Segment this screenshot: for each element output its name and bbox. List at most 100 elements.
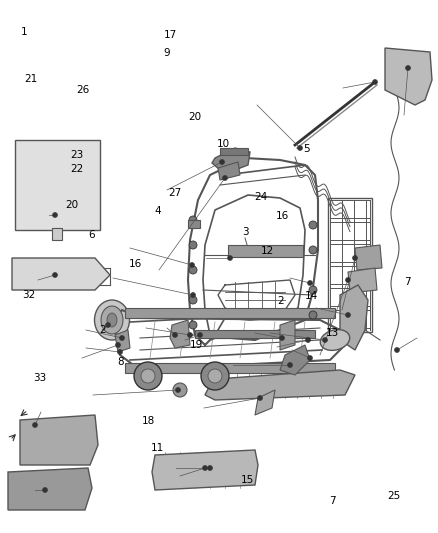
Circle shape [189,216,197,224]
Circle shape [305,337,311,343]
Polygon shape [212,148,250,170]
Circle shape [395,348,399,352]
Circle shape [190,262,194,268]
Circle shape [346,312,350,318]
Text: 24: 24 [254,192,267,202]
Text: 33: 33 [33,374,46,383]
Circle shape [208,465,212,471]
Circle shape [227,255,233,261]
Circle shape [202,465,208,471]
Circle shape [120,335,124,341]
Text: 5: 5 [303,144,310,154]
Polygon shape [280,345,310,375]
Polygon shape [340,285,368,350]
Ellipse shape [101,306,123,334]
Circle shape [173,333,177,337]
Circle shape [141,369,155,383]
Text: 8: 8 [117,358,124,367]
Circle shape [287,362,293,367]
Circle shape [346,278,350,282]
Circle shape [189,321,197,329]
Text: 14: 14 [304,291,318,301]
Bar [228,245,303,257]
Text: 26: 26 [77,85,90,94]
Text: 3: 3 [242,227,249,237]
Circle shape [134,362,162,390]
Text: 4: 4 [154,206,161,215]
Circle shape [191,293,195,297]
Text: 12: 12 [261,246,274,255]
Polygon shape [188,220,200,228]
Ellipse shape [320,329,350,350]
Circle shape [189,241,197,249]
Bar [195,330,315,338]
Circle shape [309,246,317,254]
Polygon shape [280,320,295,350]
Text: 25: 25 [388,491,401,500]
Circle shape [116,343,120,348]
Text: 2: 2 [277,296,284,306]
Polygon shape [348,268,377,293]
Text: 23: 23 [70,150,83,159]
Polygon shape [205,370,355,400]
Circle shape [307,356,312,360]
Circle shape [187,333,192,337]
Circle shape [201,362,229,390]
Circle shape [173,383,187,397]
Text: 32: 32 [22,290,35,300]
Polygon shape [115,330,130,352]
Circle shape [223,175,227,181]
Polygon shape [152,450,258,490]
Text: 17: 17 [164,30,177,39]
Text: 18: 18 [142,416,155,426]
Circle shape [309,311,317,319]
Text: 1: 1 [21,27,28,37]
Circle shape [309,286,317,294]
Circle shape [53,213,57,217]
Polygon shape [15,140,100,230]
Text: 27: 27 [169,188,182,198]
Circle shape [258,395,262,400]
Circle shape [208,369,222,383]
Polygon shape [170,320,190,348]
Text: 20: 20 [66,200,79,210]
Text: 13: 13 [326,328,339,338]
Circle shape [309,221,317,229]
Text: 6: 6 [88,230,95,239]
Ellipse shape [95,300,130,340]
Circle shape [42,488,47,492]
Text: 22: 22 [70,165,83,174]
Circle shape [219,159,225,165]
Circle shape [53,272,57,278]
Bar [125,308,335,318]
Circle shape [198,333,202,337]
Ellipse shape [107,313,117,327]
Text: 20: 20 [188,112,201,122]
Text: 7: 7 [404,278,411,287]
Circle shape [279,335,285,341]
Text: 16: 16 [129,259,142,269]
Text: 10: 10 [217,139,230,149]
Circle shape [322,337,328,343]
Polygon shape [218,162,240,180]
Circle shape [117,350,123,354]
Circle shape [297,146,303,150]
Text: 21: 21 [24,74,37,84]
Text: 11: 11 [151,443,164,453]
Polygon shape [355,245,382,270]
Text: 2: 2 [99,326,106,335]
Polygon shape [385,48,432,105]
Bar [125,363,335,373]
Circle shape [32,423,38,427]
Polygon shape [8,468,92,510]
Circle shape [353,255,357,261]
Circle shape [406,66,410,70]
Circle shape [307,280,312,286]
Text: 9: 9 [163,49,170,58]
Circle shape [189,296,197,304]
Circle shape [189,266,197,274]
Polygon shape [20,415,98,465]
Polygon shape [255,390,275,415]
Polygon shape [220,148,248,155]
Circle shape [106,322,110,327]
